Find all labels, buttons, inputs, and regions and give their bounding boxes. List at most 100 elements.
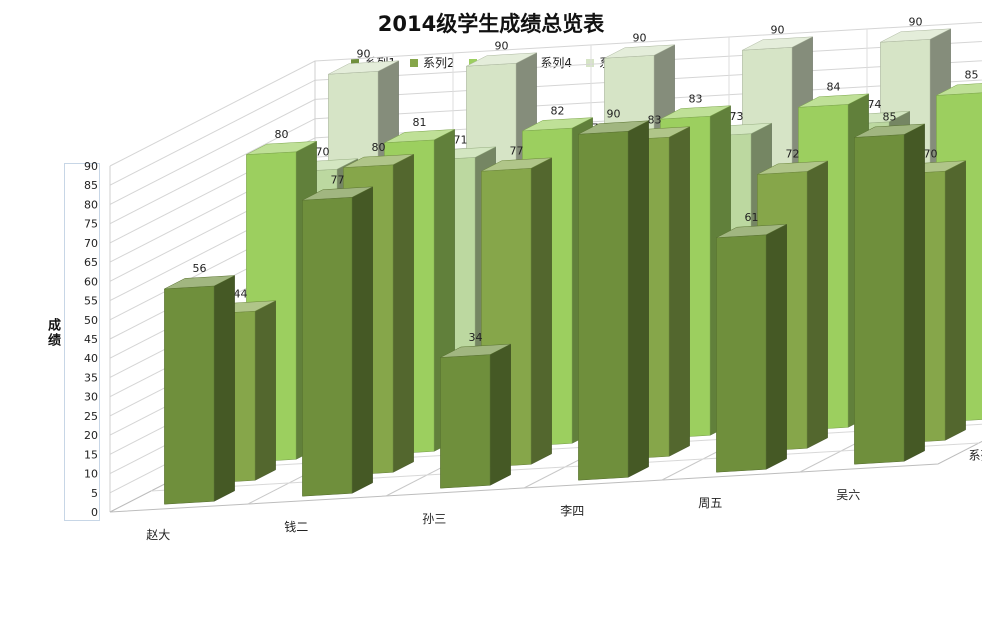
bar-side — [627, 120, 649, 478]
bar — [164, 275, 235, 505]
bar-top — [164, 275, 235, 290]
depth-tick-label: 系列1 — [969, 449, 982, 463]
bar-front — [302, 197, 353, 497]
bar-side — [806, 160, 828, 449]
x-tick-label: 孙三 — [422, 512, 446, 526]
bar — [716, 223, 787, 473]
y-tick-label: 0 — [91, 506, 98, 519]
bar — [302, 186, 373, 497]
bar-top — [578, 120, 649, 135]
y-tick-label: 50 — [84, 314, 98, 327]
legend-swatch — [468, 58, 477, 67]
y-tick-label: 20 — [84, 429, 98, 442]
data-label: 61 — [745, 211, 759, 224]
bar-top — [716, 224, 787, 238]
data-label: 82 — [551, 104, 565, 117]
bar-front — [440, 354, 491, 489]
data-label: 83 — [648, 113, 662, 126]
bar-top — [798, 93, 869, 108]
bar-top — [854, 123, 925, 138]
x-tick-label: 吴六 — [836, 488, 860, 502]
y-tick-label: 10 — [84, 468, 98, 481]
bar — [854, 123, 925, 465]
x-tick-label: 钱二 — [284, 519, 308, 534]
y-tick-label: 25 — [84, 410, 98, 423]
y-tick-label: 75 — [84, 218, 98, 231]
bar-top — [246, 141, 317, 155]
y-tick-label: 45 — [84, 333, 98, 346]
bar-top — [481, 157, 552, 172]
data-label: 90 — [909, 16, 923, 29]
y-axis-selection-frame — [64, 163, 100, 521]
y-tick-label: 80 — [84, 198, 98, 211]
data-label: 90 — [771, 24, 785, 37]
data-label: 90 — [495, 40, 509, 53]
bar-top — [328, 60, 399, 75]
data-label: 77 — [331, 173, 345, 186]
x-tick-label: 周五 — [698, 496, 722, 510]
data-label: 80 — [275, 128, 289, 141]
legend-item-2: 系列2 — [410, 54, 455, 71]
data-label: 90 — [633, 32, 647, 45]
y-tick-label: 90 — [84, 160, 98, 173]
y-tick-label: 85 — [84, 179, 98, 192]
data-label: 83 — [689, 92, 703, 105]
legend-swatch — [585, 58, 594, 67]
data-label: 85 — [883, 111, 897, 124]
bar-side — [530, 157, 552, 465]
bar-top — [466, 52, 537, 67]
bar-top — [757, 160, 828, 175]
x-tick-label: 赵大 — [146, 528, 170, 542]
data-label: 56 — [193, 262, 207, 275]
y-tick-label: 40 — [84, 352, 98, 365]
y-tick-label: 70 — [84, 237, 98, 250]
bar-front — [854, 134, 905, 465]
y-tick-label: 15 — [84, 448, 98, 461]
data-label: 70 — [924, 147, 938, 160]
bar-side — [903, 123, 925, 462]
y-tick-label: 35 — [84, 371, 98, 384]
bar-top — [936, 83, 982, 96]
bars: 9090909090907071727374758081828384854480… — [164, 16, 982, 505]
legend-swatch — [351, 58, 360, 67]
bar-side — [668, 126, 690, 457]
bar-top — [522, 117, 593, 132]
y-tick-label: 55 — [84, 295, 98, 308]
y-tick-label: 30 — [84, 391, 98, 404]
data-label: 90 — [607, 108, 621, 121]
data-label: 70 — [316, 145, 330, 158]
bar-side — [765, 223, 787, 470]
bar-side — [254, 300, 276, 481]
data-label: 90 — [357, 48, 371, 61]
x-tick-label: 李四 — [560, 503, 584, 518]
bar-top — [660, 105, 731, 120]
legend-swatch — [410, 58, 419, 67]
bar-side — [351, 186, 373, 494]
floor-divider — [150, 442, 980, 492]
bar-top — [742, 36, 813, 51]
data-label: 85 — [965, 69, 979, 82]
data-label: 80 — [372, 141, 386, 154]
chart-title: 2014级学生成绩总览表 — [377, 12, 605, 36]
data-label: 71 — [454, 134, 468, 147]
data-label: 77 — [510, 144, 524, 157]
data-label: 74 — [868, 98, 882, 111]
bar-top — [343, 154, 414, 168]
y-axis-label: 成绩 — [45, 318, 60, 348]
data-label: 73 — [730, 110, 744, 123]
y-tick-label: 65 — [84, 256, 98, 269]
bar-top — [880, 28, 951, 43]
data-label: 72 — [786, 148, 800, 161]
bar-top — [440, 343, 511, 358]
bar-side — [213, 275, 235, 502]
bar — [578, 120, 649, 481]
bar-front — [578, 131, 629, 481]
bar — [440, 343, 511, 489]
bar-front — [164, 285, 215, 505]
bar-top — [384, 129, 455, 144]
bar-side — [944, 160, 966, 441]
bar-top — [604, 44, 675, 59]
data-label: 81 — [413, 116, 427, 129]
